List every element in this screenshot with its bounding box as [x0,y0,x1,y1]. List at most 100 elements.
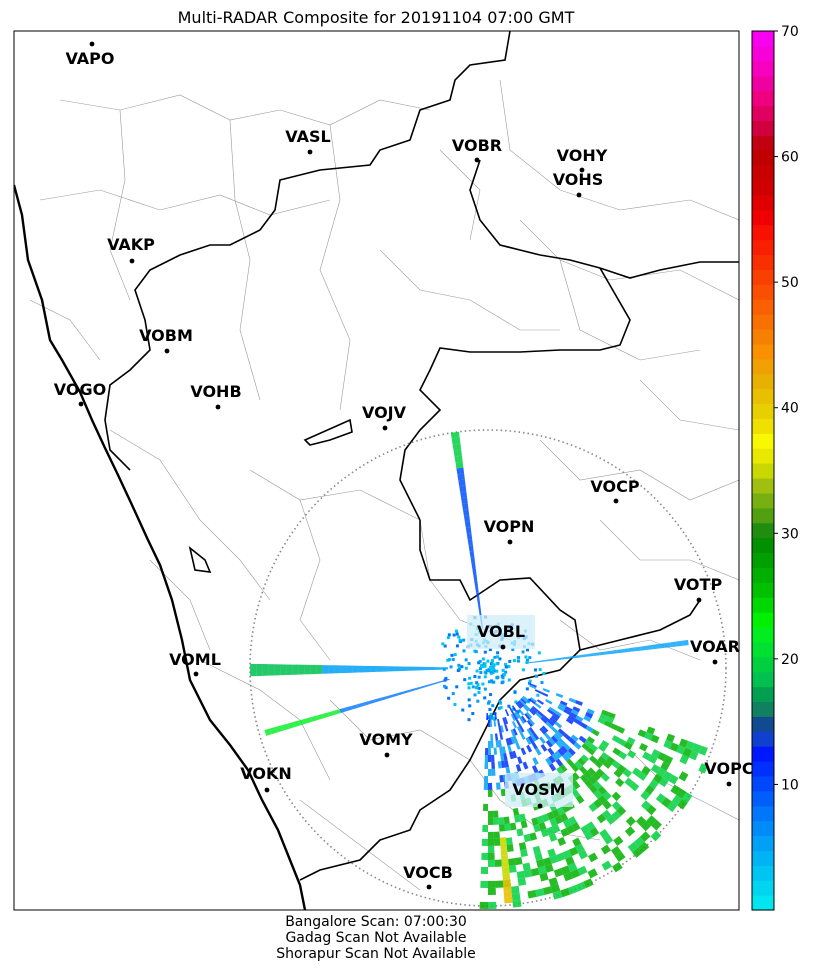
echo-cell [589,743,599,752]
echo-cell [557,748,565,757]
echo-cell [493,747,498,755]
echo-cell [495,880,504,888]
echo-cell [469,550,475,558]
echo-cell [507,744,512,753]
echo-cell [304,717,313,724]
colorbar-swatch [752,254,774,270]
station-dot [726,781,732,787]
echo-cell [488,845,495,853]
echo-cell [575,654,582,659]
echo-cell [516,870,525,879]
echo-cell [652,773,663,784]
echo-cell [669,742,679,752]
echo-cell [385,694,393,699]
echo-cell [453,703,457,707]
echo-cell [352,665,359,673]
echo-cell [607,712,616,719]
station-label: VOSM [512,780,565,799]
colorbar-tick-label: 50 [781,275,799,291]
echo-cell [542,886,553,896]
echo-cell [567,747,576,756]
echo-cell [467,538,473,546]
echo-cell [515,711,521,719]
echo-cell [476,592,480,599]
echo-cell [640,820,652,832]
echo-cell [587,653,594,657]
echo-cell [491,704,495,708]
echo-cell [525,687,529,691]
echo-cell [412,666,419,671]
echo-cell [483,696,487,700]
colorbar-swatch [752,492,774,509]
echo-cell [512,659,516,663]
colorbar-swatch [752,373,774,390]
echo-cell [532,845,541,855]
echo-cell [471,712,475,716]
echo-cell [534,689,542,694]
echo-cell [358,665,365,673]
echo-cell [467,662,471,666]
station-dot [696,597,702,603]
echo-cell [698,763,709,774]
echo-cell [638,841,650,853]
echo-cell [451,692,455,696]
echo-cell [484,747,488,755]
echo-cell [492,810,499,818]
echo-cell [451,437,461,445]
echo-cell [488,817,494,825]
echo-cell [597,785,607,796]
echo-cell [502,872,511,880]
echo-cell [504,823,511,832]
echo-cell [539,872,549,882]
echo-cell [534,852,543,862]
echo-cell [488,747,492,755]
colorbar-swatch [752,299,774,315]
echo-cell [520,732,526,740]
echo-cell [531,765,539,774]
echo-cell [605,716,615,724]
echo-cell [536,815,545,824]
echo-cell [567,715,576,722]
echo-cell [503,753,508,761]
echo-cell [488,708,492,712]
station-dot [193,671,199,677]
station-label: VOPC [704,759,753,778]
echo-cell [420,685,427,689]
echo-cell [611,791,622,802]
echo-cell [502,717,507,725]
station-dot [426,884,432,890]
echo-cell [524,704,531,711]
echo-cell [519,813,526,822]
echo-cell [542,688,551,693]
echo-cell [473,675,477,679]
echo-cell [517,877,527,886]
echo-cell [600,773,610,782]
echo-cell [580,824,590,835]
echo-cell [477,690,481,694]
colorbar-tick-label: 60 [781,150,799,166]
echo-cell [624,777,634,787]
echo-cell [474,650,478,654]
colorbar-swatch [752,90,774,107]
echo-cell [660,761,670,771]
echo-cell [488,789,493,797]
station-label: VOBL [477,622,525,641]
echo-cell [509,751,514,760]
echo-cell [491,768,496,776]
echo-cell [610,723,619,731]
echo-cell [517,656,521,660]
echo-cell [587,868,598,879]
echo-cell [521,696,528,703]
echo-cell [601,809,612,820]
echo-cell [563,732,571,741]
echo-cell [498,817,505,825]
echo-cell [452,633,456,637]
echo-cell [570,734,579,742]
echo-cell [432,681,439,685]
echo-cell [436,667,443,670]
echo-cell [464,521,471,528]
echo-cell [437,680,445,684]
echo-cell [577,757,586,766]
echo-cell [491,761,496,769]
station-label: VOTP [674,575,723,594]
